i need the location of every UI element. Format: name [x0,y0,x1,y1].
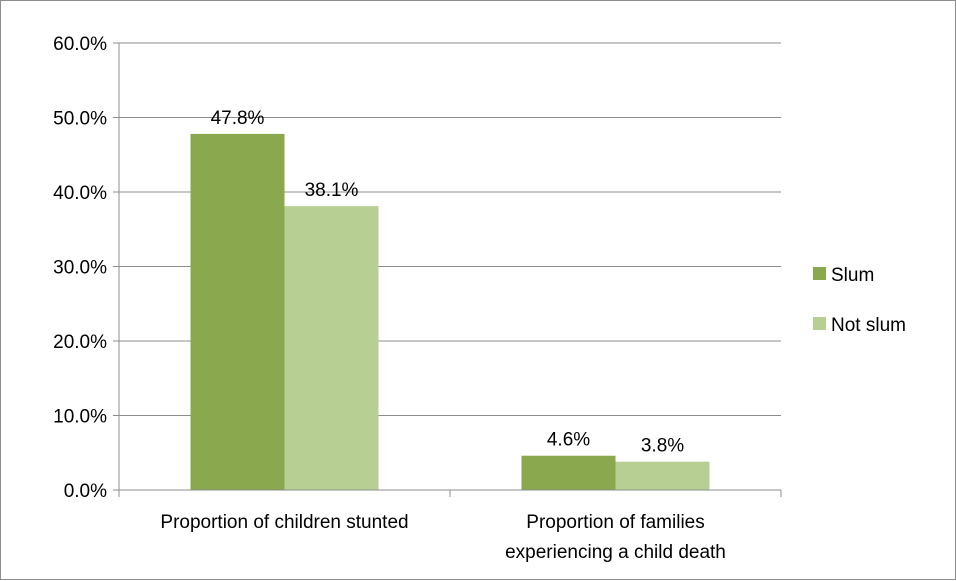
legend-swatch [813,317,826,330]
bar-slum [190,133,285,490]
y-tick-label: 50.0% [53,109,107,130]
axes [113,42,782,497]
x-category-label: experiencing a child death [505,542,726,563]
y-tick-label: 0.0% [64,481,107,502]
bar-not-slum [284,206,379,490]
y-tick-label: 10.0% [53,407,107,428]
bar-not-slum [615,461,710,490]
data-labels: 47.8% 38.1% 4.6% 3.8% [211,108,685,457]
x-category-label: Proportion of children stunted [160,512,408,533]
y-tick-label: 60.0% [53,34,107,55]
x-category-label: Proportion of families [526,512,704,533]
data-label: 47.8% [211,108,265,129]
legend-swatch [813,267,826,280]
legend-label: Not slum [831,315,906,336]
bars [190,133,710,490]
data-label: 3.8% [641,436,684,457]
y-tick-label: 30.0% [53,258,107,279]
data-label: 38.1% [305,180,359,201]
bar-slum [521,455,616,490]
data-label: 4.6% [547,430,590,451]
x-axis-categories: Proportion of children stunted Proportion… [160,512,725,563]
legend: Slum Not slum [813,265,906,336]
y-tick-label: 20.0% [53,332,107,353]
legend-label: Slum [831,265,874,286]
y-tick-label: 40.0% [53,183,107,204]
y-axis-ticks: 0.0% 10.0% 20.0% 30.0% 40.0% 50.0% 60.0% [53,34,107,502]
